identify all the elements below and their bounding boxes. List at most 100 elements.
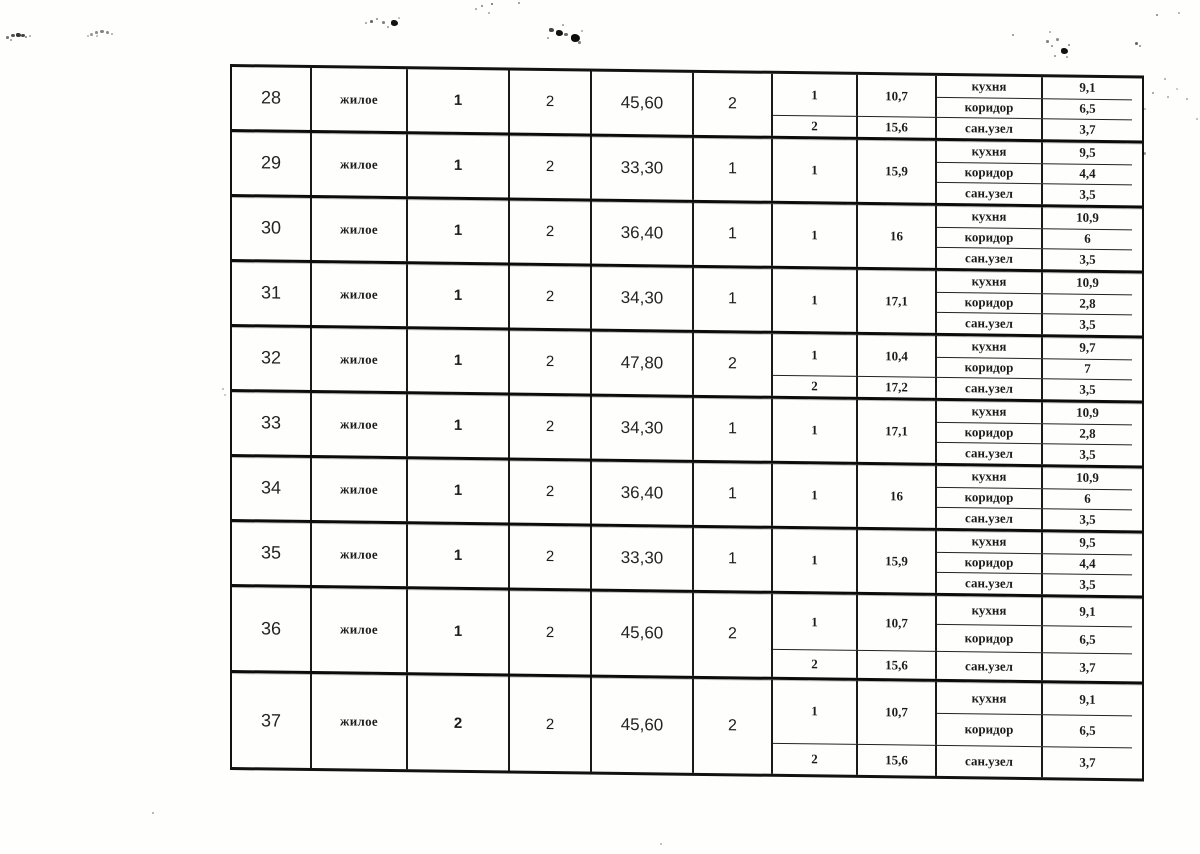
cell-room-count: 1 [694, 202, 773, 266]
cell-aux-name: кухня [937, 530, 1043, 553]
cell-room-area: 15,9 [858, 139, 937, 203]
cell-aux-area: 6,5 [1043, 714, 1132, 747]
scan-artifact [1135, 42, 1138, 45]
cell-aux-area: 2,8 [1043, 292, 1132, 315]
scan-artifact [391, 20, 398, 26]
cell-aux-area: 10,9 [1076, 209, 1099, 226]
cell-aux-area: 9,7 [1079, 340, 1096, 356]
scan-artifact [562, 24, 564, 26]
cell-room-no: 1 [773, 268, 858, 332]
cell-designation: жилое [312, 674, 408, 770]
cell-designation: жилое [312, 263, 408, 327]
cell-aux-name: коридор [937, 161, 1043, 184]
cell-aux-name: коридор [937, 96, 1043, 119]
table-row: 31 жилое 1 2 34,30 1 1 17,1 кухня 10,9 коридор 2,8 с… [232, 262, 1142, 339]
cell-room-no: 2 [773, 742, 858, 775]
cell-aux-area: 3,7 [1043, 118, 1132, 141]
cell-number: 35 [232, 522, 312, 586]
cell-room-area: 17,2 [858, 376, 937, 398]
scan-artifact [1049, 31, 1051, 33]
cell-col4: 2 [510, 200, 592, 264]
scan-artifact [518, 2, 520, 4]
cell-aux-area: 3,5 [1043, 248, 1132, 271]
cell-room-area: 15,6 [858, 743, 937, 776]
apartments-table: 28 жилое 1 2 45,60 2 1 10,7 2 15,6 кухня 9,1 коридор… [230, 64, 1144, 782]
table-row: 30 жилое 1 2 36,40 1 1 16 кухня 10,9 коридор 6 сан.у… [232, 197, 1142, 274]
scan-artifact [578, 41, 581, 44]
cell-room-area: 15,9 [858, 529, 937, 593]
scan-artifact [382, 21, 385, 24]
scan-artifact [1054, 55, 1056, 57]
cell-aux-name: кухня [937, 400, 1043, 423]
cell-col3: 1 [408, 589, 510, 674]
cell-aux-area: 3,5 [1043, 508, 1132, 531]
scan-artifact [1152, 92, 1154, 94]
cell-aux-area: 10,9 [1076, 469, 1099, 486]
cell-number: 33 [232, 392, 312, 456]
cell-room-no: 2 [773, 375, 858, 397]
cell-room-no: 2 [773, 649, 858, 678]
cell-aux-name: коридор [937, 421, 1043, 444]
cell-aux-name: коридор [937, 356, 1043, 379]
scan-artifact [491, 3, 493, 5]
scan-artifact [29, 35, 31, 37]
scan-artifact [21, 34, 25, 38]
cell-total-area: 33,30 [592, 526, 694, 590]
cell-aux-area: 9,1 [1079, 80, 1096, 96]
scan-artifact [370, 20, 373, 23]
cell-room-no: 1 [773, 138, 858, 202]
cell-aux-name: кухня [937, 595, 1043, 625]
scan-artifact [581, 30, 583, 32]
cell-room-area: 17,1 [858, 269, 937, 333]
cell-col4: 2 [510, 70, 592, 134]
cell-aux-area: 9,5 [1079, 145, 1096, 161]
cell-total-area: 33,30 [592, 136, 694, 200]
cell-room-area: 10,7 [858, 74, 937, 118]
cell-room-no: 2 [773, 115, 858, 137]
cell-aux-area: 4,4 [1043, 162, 1132, 185]
cell-col3: 1 [408, 329, 510, 393]
cell-room-count: 1 [694, 527, 773, 591]
scan-artifact [6, 36, 9, 39]
scan-artifact [224, 394, 226, 396]
scan-artifact [1139, 45, 1141, 47]
cell-room-area: 10,7 [858, 594, 937, 652]
cell-room-count: 1 [694, 267, 773, 331]
cell-aux-area: 10,9 [1076, 274, 1099, 291]
cell-room-no: 1 [773, 333, 858, 377]
scan-artifact [571, 34, 580, 42]
cell-col4: 2 [510, 395, 592, 459]
cell-aux-area: 3,5 [1043, 378, 1132, 401]
cell-number: 31 [232, 262, 312, 326]
cell-col3: 1 [408, 69, 510, 133]
scan-artifact [660, 843, 662, 845]
cell-col4: 2 [510, 135, 592, 199]
scan-artifact [1167, 96, 1169, 98]
cell-number: 29 [232, 132, 312, 196]
scan-artifact [10, 39, 12, 41]
cell-room-area: 17,1 [858, 399, 937, 463]
cell-aux-area: 3,5 [1043, 443, 1132, 466]
cell-aux-name: сан.узел [937, 312, 1043, 335]
scan-artifact [95, 31, 98, 34]
cell-aux-name: кухня [937, 205, 1043, 228]
table-row: 34 жилое 1 2 36,40 1 1 16 кухня 10,9 коридор 6 сан.у… [232, 457, 1142, 534]
cell-aux-name: сан.узел [937, 377, 1043, 400]
cell-designation: жилое [312, 523, 408, 587]
cell-aux-area: 10,9 [1076, 404, 1099, 421]
cell-total-area: 47,80 [592, 331, 694, 395]
cell-col3: 1 [408, 134, 510, 198]
cell-total-area: 36,40 [592, 201, 694, 265]
scan-artifact [1186, 98, 1188, 100]
cell-room-no: 1 [773, 398, 858, 462]
cell-col4: 2 [510, 265, 592, 329]
scan-artifact [90, 33, 93, 36]
cell-room-count: 2 [694, 332, 773, 396]
cell-aux-name: коридор [937, 623, 1043, 653]
cell-aux-name: кухня [937, 140, 1043, 163]
cell-room-count: 1 [694, 397, 773, 461]
cell-room-no: 1 [773, 203, 858, 267]
cell-number: 32 [232, 327, 312, 391]
scan-artifact [398, 17, 400, 19]
cell-aux-name: кухня [937, 270, 1043, 293]
